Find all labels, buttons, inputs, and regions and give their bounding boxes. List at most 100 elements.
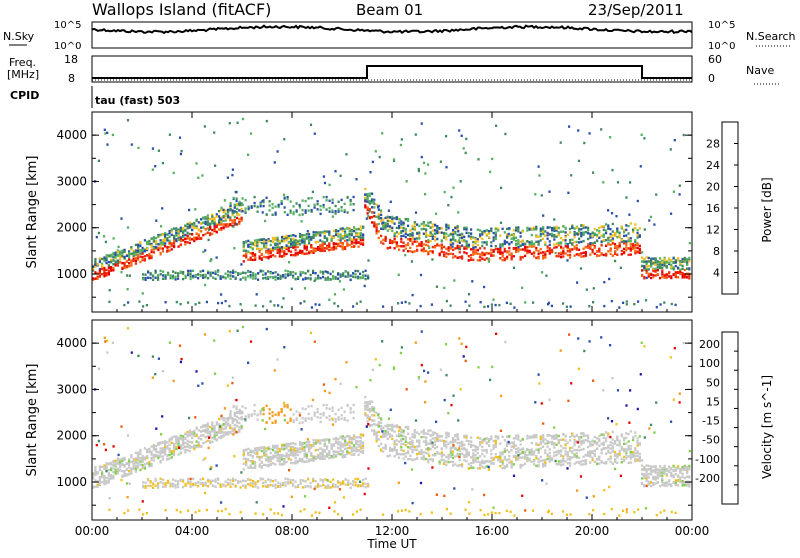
velocity-pixel [256, 449, 258, 451]
power-pixel [146, 241, 148, 243]
velocity-pixel [409, 446, 411, 448]
velocity-pixel [290, 459, 292, 461]
velocity-pixel [367, 405, 369, 407]
velocity-pixel [396, 439, 398, 441]
power-pixel [445, 256, 447, 258]
velocity-pixel [502, 467, 504, 469]
power-pixel [266, 120, 268, 122]
power-pixel [157, 249, 159, 251]
velocity-pixel [526, 437, 528, 439]
power-pixel [288, 237, 290, 239]
velocity-pixel [322, 450, 324, 452]
power-pixel [477, 253, 479, 255]
power-pixel [517, 239, 519, 241]
power-pixel [99, 275, 101, 277]
power-pixel [103, 256, 105, 258]
power-pixel [152, 279, 154, 281]
power-pixel [414, 238, 416, 240]
velocity-pixel [468, 440, 470, 442]
power-pixel [540, 239, 542, 241]
power-pixel [352, 276, 354, 278]
power-pixel [427, 251, 429, 253]
power-pixel [623, 231, 625, 233]
power-pixel [466, 232, 468, 234]
frequency-panel: Freq. [MHz] 18 8 60 0 Nave [7, 53, 780, 85]
power-pixel [675, 265, 677, 267]
power-pixel [214, 223, 216, 225]
power-pixel [378, 213, 380, 215]
power-pixel [227, 177, 229, 179]
velocity-pixel [225, 433, 227, 435]
velocity-pixel [391, 438, 393, 440]
velocity-pixel [475, 449, 477, 451]
power-pixel [403, 235, 405, 237]
power-pixel [360, 242, 362, 244]
power-pixel [596, 255, 598, 257]
power-pixel [238, 223, 240, 225]
power-pixel [256, 245, 258, 247]
velocity-pixel [229, 424, 231, 426]
power-pixel [592, 232, 594, 234]
power-pixel [228, 305, 230, 307]
power-pixel [425, 232, 427, 234]
power-pixel [278, 204, 280, 206]
velocity-pixel [126, 469, 128, 471]
power-pixel [670, 213, 672, 215]
power-pixel [154, 165, 156, 167]
velocity-pixel [115, 469, 117, 471]
power-pixel [301, 237, 303, 239]
velocity-pixel [286, 443, 288, 445]
velocity-pixel [110, 462, 112, 464]
velocity-pixel [288, 445, 290, 447]
power-pixel [340, 233, 342, 235]
power-pixel [436, 238, 438, 240]
velocity-pixel [409, 441, 411, 443]
velocity-pixel [286, 447, 288, 449]
power-pixel [535, 227, 537, 229]
power-pixel [301, 251, 303, 253]
power-pixel [182, 227, 184, 229]
power-pixel [545, 275, 547, 277]
velocity-pixel [281, 444, 283, 446]
velocity-pixel [252, 460, 254, 462]
velocity-pixel [382, 433, 384, 435]
velocity-pixel [214, 427, 216, 429]
velocity-pixel [454, 455, 456, 457]
velocity-pixel [193, 435, 195, 437]
velocity-pixel [101, 476, 103, 478]
velocity-pixel [124, 459, 126, 461]
power-pixel [484, 247, 486, 249]
power-pixel [461, 257, 463, 259]
power-pixel [504, 240, 506, 242]
velocity-pixel [108, 469, 110, 471]
power-pixel [281, 200, 283, 202]
power-pixel [596, 234, 598, 236]
power-pixel [506, 302, 508, 304]
velocity-pixel [362, 452, 364, 454]
power-pixel [498, 304, 500, 306]
velocity-pixel [324, 449, 326, 451]
power-pixel [677, 276, 679, 278]
velocity-pixel [180, 436, 182, 438]
velocity-pixel [259, 456, 261, 458]
velocity-pixel [378, 431, 380, 433]
power-pixel [549, 240, 551, 242]
power-pixel [587, 227, 589, 229]
power-pixel [169, 240, 171, 242]
velocity-pixel [252, 451, 254, 453]
power-pixel [436, 225, 438, 227]
power-pixel [540, 248, 542, 250]
power-pixel [434, 239, 436, 241]
velocity-pixel [427, 459, 429, 461]
velocity-pixel [187, 449, 189, 451]
velocity-pixel [434, 444, 436, 446]
power-pixel [452, 249, 454, 251]
power-pixel [317, 200, 319, 202]
power-pixel [211, 222, 213, 224]
velocity-pixel [205, 431, 207, 433]
velocity-pixel [454, 447, 456, 449]
velocity-pixel [493, 447, 495, 449]
velocity-pixel [499, 457, 501, 459]
power-pixel [300, 271, 302, 273]
